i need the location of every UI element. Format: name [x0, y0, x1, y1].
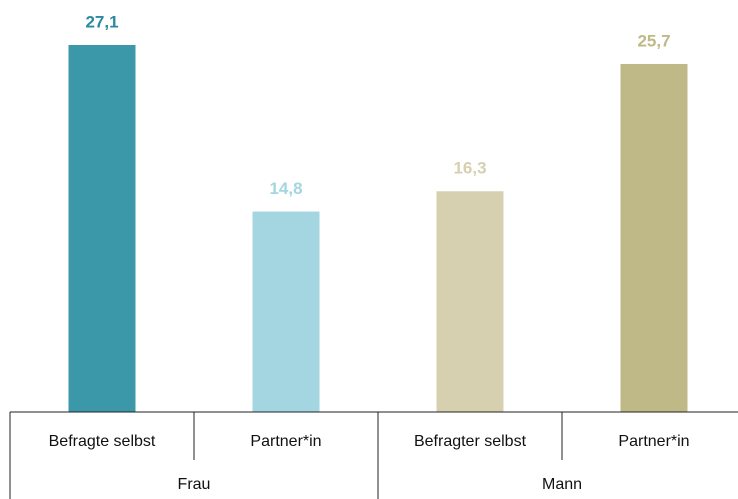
value-label: 16,3 — [453, 159, 486, 178]
group-label: Mann — [542, 476, 582, 493]
x-tick-label: Partner*in — [250, 433, 321, 450]
bar — [252, 211, 320, 412]
bar — [68, 45, 136, 412]
bar — [436, 191, 504, 412]
value-label: 27,1 — [85, 12, 118, 31]
value-label: 25,7 — [637, 31, 670, 50]
x-tick-label: Befragte selbst — [49, 433, 156, 450]
x-tick-label: Partner*in — [618, 433, 689, 450]
x-tick-label: Befragter selbst — [414, 433, 527, 450]
group-label: Frau — [178, 476, 211, 493]
value-label: 14,8 — [269, 179, 302, 198]
bar — [620, 63, 688, 412]
